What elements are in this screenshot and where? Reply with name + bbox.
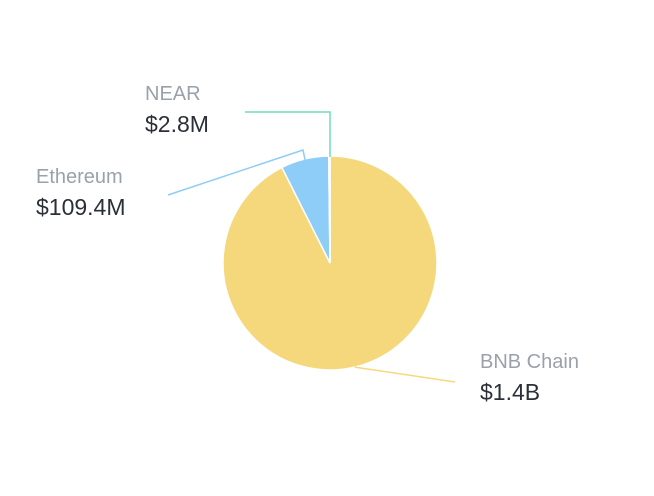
leader-line — [354, 366, 456, 383]
pie-slice — [222, 155, 438, 371]
slice-label: NEAR — [145, 83, 201, 105]
leader-line — [245, 111, 331, 157]
slice-label: BNB Chain — [480, 351, 579, 373]
slice-label: Ethereum — [36, 166, 123, 188]
slice-value: $2.8M — [145, 111, 209, 137]
slice-value: $109.4M — [36, 194, 126, 220]
slice-value: $1.4B — [480, 379, 540, 405]
leader-line — [167, 149, 307, 196]
